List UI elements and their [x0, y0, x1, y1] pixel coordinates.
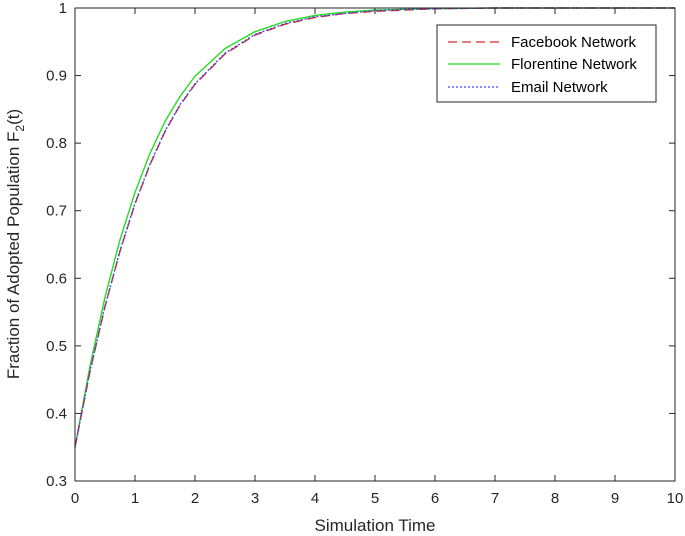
y-tick-label: 0.8 [46, 135, 67, 152]
y-tick-label: 0.3 [46, 473, 67, 490]
x-tick-label: 4 [311, 490, 319, 507]
legend-label-facebook: Facebook Network [511, 34, 637, 51]
y-tick-label: 0.4 [46, 405, 67, 422]
y-tick-label: 0.9 [46, 68, 67, 85]
y-axis-title: Fraction of Adopted Population F2(t) [4, 109, 27, 379]
x-tick-label: 2 [191, 490, 199, 507]
x-tick-label: 0 [71, 490, 79, 507]
y-tick-label: 0.7 [46, 203, 67, 220]
x-tick-label: 5 [371, 490, 379, 507]
x-tick-label: 6 [431, 490, 439, 507]
x-tick-label: 10 [667, 490, 684, 507]
y-axis-title-main: Fraction of Adopted Population F [4, 132, 23, 380]
y-axis-title-subscript: 2 [13, 125, 27, 132]
y-axis: 0.3 0.4 0.5 0.6 0.7 0.8 0.9 1 [46, 0, 675, 490]
legend: Facebook Network Florentine Network Emai… [436, 24, 657, 103]
y-tick-label: 0.5 [46, 338, 67, 355]
x-axis: 0 1 2 3 4 5 6 7 8 9 10 [71, 8, 684, 507]
x-tick-label: 9 [611, 490, 619, 507]
y-tick-label: 0.6 [46, 270, 67, 287]
x-tick-label: 1 [131, 490, 139, 507]
x-tick-label: 7 [491, 490, 499, 507]
x-tick-label: 8 [551, 490, 559, 507]
legend-label-florentine: Florentine Network [511, 56, 637, 73]
series-line-email-network [74, 7, 675, 448]
legend-label-email: Email Network [511, 79, 608, 96]
y-tick-label: 1 [59, 0, 67, 17]
y-axis-title-suffix: (t) [4, 109, 23, 125]
x-tick-label: 3 [251, 490, 259, 507]
x-axis-title: Simulation Time [315, 516, 436, 535]
